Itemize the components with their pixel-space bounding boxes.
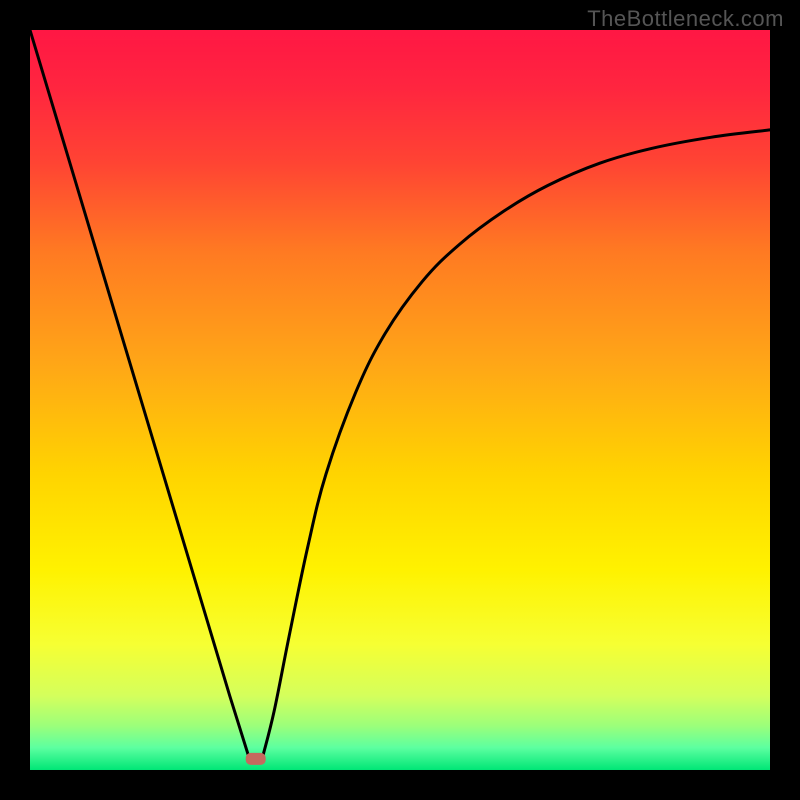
chart-svg bbox=[0, 0, 800, 800]
watermark-text: TheBottleneck.com bbox=[587, 6, 784, 32]
chart-container: TheBottleneck.com bbox=[0, 0, 800, 800]
bottleneck-marker bbox=[246, 753, 266, 765]
